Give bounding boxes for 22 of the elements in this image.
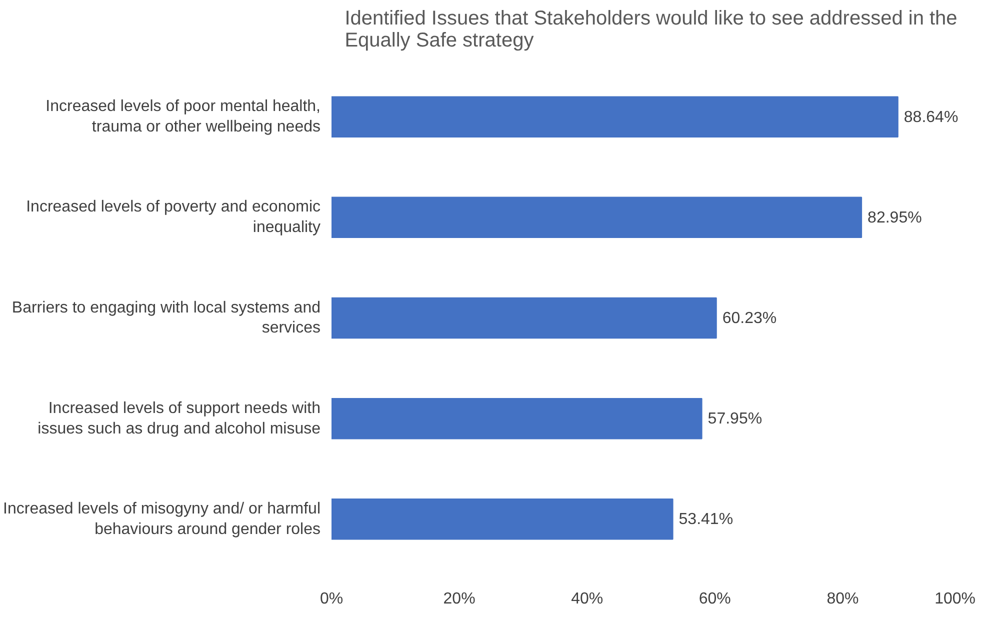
data-label: 53.41% — [678, 511, 734, 528]
bar — [332, 297, 717, 339]
y-tick-label: Increased levels of poor mental health, trauma or other wellbeing needs — [46, 98, 320, 136]
x-tick-label: 20% — [443, 590, 476, 608]
bar — [332, 398, 702, 440]
x-tick-label: 0% — [320, 590, 344, 608]
y-tick-label: Increased levels of poverty and economic inequality — [26, 198, 321, 236]
x-tick-label: 80% — [826, 590, 859, 608]
y-tick-label: Increased levels of support needs with issues such as drug and alcohol misuse — [38, 400, 321, 438]
y-tick-label: Increased levels of misogyny and/ or harmful behaviours around gender roles — [3, 500, 321, 538]
chart-title: Identified Issues that Stakeholders would like to see addressed in the Equally Safe strategy — [344, 8, 958, 52]
x-tick-label: 100% — [934, 590, 976, 608]
data-label: 57.95% — [708, 410, 762, 428]
bar — [332, 196, 862, 238]
bar — [332, 96, 898, 138]
y-tick-label: Barriers to engaging with local systems and services — [12, 299, 321, 337]
data-label: 88.64% — [904, 108, 958, 126]
data-label: 82.95% — [868, 209, 922, 226]
x-tick-label: 60% — [698, 590, 731, 608]
data-label: 60.23% — [722, 310, 777, 327]
x-tick-label: 40% — [571, 590, 604, 608]
bar — [332, 498, 674, 540]
